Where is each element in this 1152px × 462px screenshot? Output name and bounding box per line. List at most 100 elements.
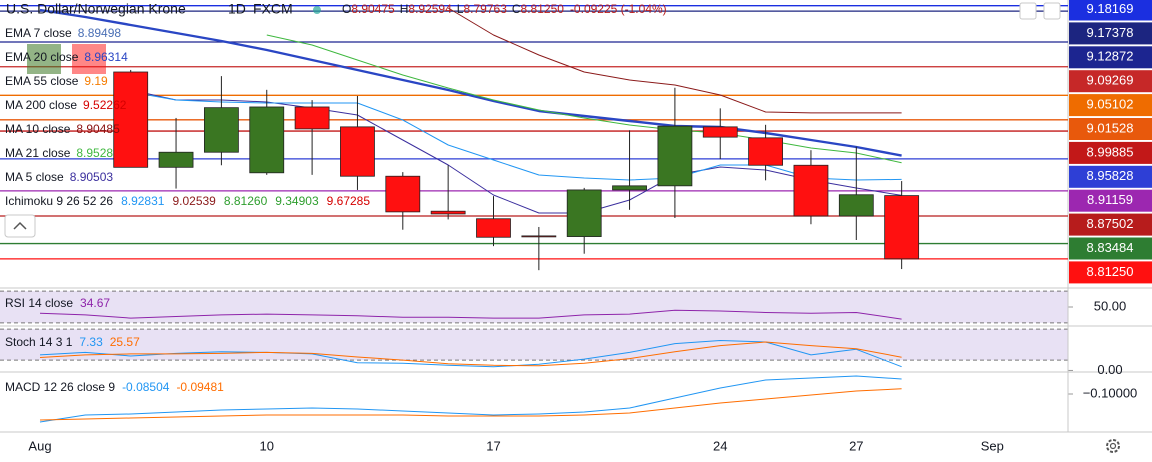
candle-body — [158, 151, 194, 168]
candle-body — [566, 189, 602, 237]
price-label: 8.99885 — [1087, 144, 1134, 159]
price-label: 9.01528 — [1087, 120, 1134, 135]
ichimoku-line — [130, 91, 902, 181]
candle-body — [838, 194, 874, 217]
candle-body — [430, 210, 466, 215]
candle-body — [657, 125, 693, 187]
legend-entry: EMA 7 close 8.89498 — [5, 26, 121, 40]
legend-value: 8.89498 — [78, 26, 122, 40]
legend-value: 7.33 — [79, 335, 103, 349]
candle-body — [884, 195, 920, 260]
legend-entry: MA 200 close 9.52262 — [5, 98, 127, 112]
ohlc-label: O — [342, 2, 351, 16]
legend-value: 9.02539 — [172, 194, 216, 208]
ichimoku-line — [447, 7, 902, 114]
legend-value: 8.92831 — [121, 194, 165, 208]
legend-value: 8.81260 — [224, 194, 268, 208]
ohlc-label: C — [512, 2, 521, 16]
legend-entry: Ichimoku 9 26 52 26 8.92831 9.02539 8.81260… — [5, 194, 370, 208]
symbol-title: U.S. Dollar/Norwegian Krone — [6, 1, 186, 17]
legend-value: 9.52262 — [83, 98, 127, 112]
price-label: 9.12872 — [1087, 49, 1134, 64]
legend-entry: EMA 20 close 8.96314 — [5, 50, 128, 64]
x-tick-label: 10 — [260, 438, 274, 453]
price-label: 8.91159 — [1087, 192, 1133, 207]
candle-body — [612, 185, 647, 191]
price-label: 8.81250 — [1087, 264, 1134, 279]
ohlc-label: H — [400, 2, 409, 16]
legend-name: RSI 14 close — [5, 296, 73, 310]
candle-body — [385, 175, 421, 213]
change: -0.09225 (-1.04%) — [570, 2, 667, 16]
price-label: 9.17378 — [1087, 25, 1134, 40]
price-label: 9.05102 — [1087, 97, 1134, 112]
legend-chip — [72, 44, 106, 74]
ohlc-value: 8.81250 — [521, 2, 565, 16]
legend-name: EMA 20 close — [5, 50, 79, 64]
gear-icon[interactable] — [1106, 439, 1120, 453]
legend-value: 8.90503 — [70, 170, 114, 184]
interval: 1D — [228, 1, 246, 17]
scroll-button[interactable] — [1019, 2, 1037, 20]
candle-body — [340, 126, 375, 177]
collapse-icon — [13, 221, 27, 230]
legend-value: 9.34903 — [275, 194, 319, 208]
legend-value: 9.19 — [84, 74, 108, 88]
indicator-line — [39, 8, 902, 157]
candle-body — [249, 106, 285, 174]
price-label-bg — [1069, 213, 1152, 236]
price-label-bg — [1069, 165, 1152, 188]
price-label-bg — [1069, 94, 1152, 117]
legend-name: Ichimoku 9 26 52 26 — [5, 194, 113, 208]
price-label: 9.18169 — [1087, 1, 1134, 16]
ohlc-value: 8.92594 — [408, 2, 452, 16]
price-label-bg — [1069, 261, 1152, 284]
oscillator-line — [39, 388, 902, 421]
price-label-bg — [1069, 141, 1152, 164]
legend-value: 8.96314 — [84, 50, 128, 64]
legend-chip — [27, 44, 61, 74]
gear-center — [1109, 442, 1117, 450]
ohlc-label: L — [457, 2, 464, 16]
candle-body — [476, 218, 511, 238]
legend-value: -0.09481 — [176, 380, 224, 394]
pane-legend: Stoch 14 3 1 7.33 25.57 — [5, 335, 140, 349]
candle-body — [702, 126, 738, 138]
candle-body — [521, 235, 557, 238]
legend-value: 8.9528 — [76, 146, 113, 160]
price-label-bg — [1069, 0, 1152, 21]
price-label-bg — [1069, 22, 1152, 45]
collapse-button[interactable] — [4, 214, 36, 238]
legend-value: 25.57 — [110, 335, 140, 349]
candle-body — [748, 137, 783, 166]
candle-body — [793, 164, 829, 217]
x-tick-label: Sep — [981, 438, 1004, 453]
band-fill — [0, 329, 1068, 361]
legend: U.S. Dollar/Norwegian Krone 1D FXCM O8.9047… — [5, 1, 667, 394]
candle-body — [294, 106, 330, 130]
y-tick-label: −0.10000 — [1083, 385, 1138, 400]
candle-body — [203, 107, 239, 153]
legend-entry: MA 10 close 8.90485 — [5, 122, 120, 136]
indicator-line — [266, 34, 902, 164]
legend-value: 9.67285 — [327, 194, 371, 208]
ohlc-values: O8.90475 H8.92594 L8.79763 C8.81250 -0.09225… — [342, 2, 667, 16]
legend-value: 34.67 — [80, 296, 110, 310]
oscillator-line — [39, 309, 902, 320]
price-label: 9.09269 — [1087, 73, 1134, 88]
ohlc-value: 8.79763 — [463, 2, 507, 16]
settings-button[interactable] — [1043, 2, 1061, 20]
legend-value: -0.08504 — [122, 380, 170, 394]
legend-name: MACD 12 26 close 9 — [5, 380, 115, 394]
candle-body — [113, 71, 149, 168]
x-tick-label: 17 — [486, 438, 500, 453]
legend-name: EMA 55 close — [5, 74, 79, 88]
legend-value: 8.90485 — [76, 122, 120, 136]
legend-name: MA 5 close — [5, 170, 64, 184]
status-dot — [313, 6, 321, 14]
price-label-bg — [1069, 70, 1152, 93]
source: FXCM — [253, 1, 293, 17]
price-label: 8.87502 — [1087, 216, 1134, 231]
